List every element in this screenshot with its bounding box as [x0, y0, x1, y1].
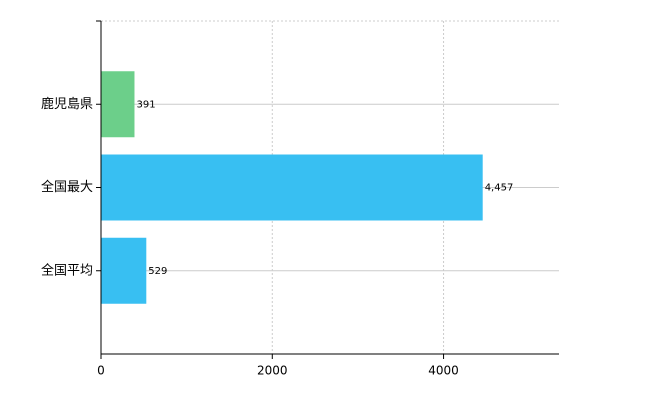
value-label: 529 [148, 266, 167, 277]
x-tick-label: 2000 [257, 364, 288, 378]
y-tick-label: 全国最大 [41, 179, 93, 195]
bar [101, 237, 147, 304]
value-label: 4,457 [485, 183, 514, 194]
y-tick-label: 鹿児島県 [41, 96, 93, 112]
x-tick-label: 0 [97, 364, 105, 378]
x-tick-label: 4000 [428, 364, 459, 378]
y-tick-label: 全国平均 [41, 262, 93, 278]
bar [101, 154, 483, 221]
bar [101, 71, 135, 138]
value-label: 391 [136, 99, 155, 110]
